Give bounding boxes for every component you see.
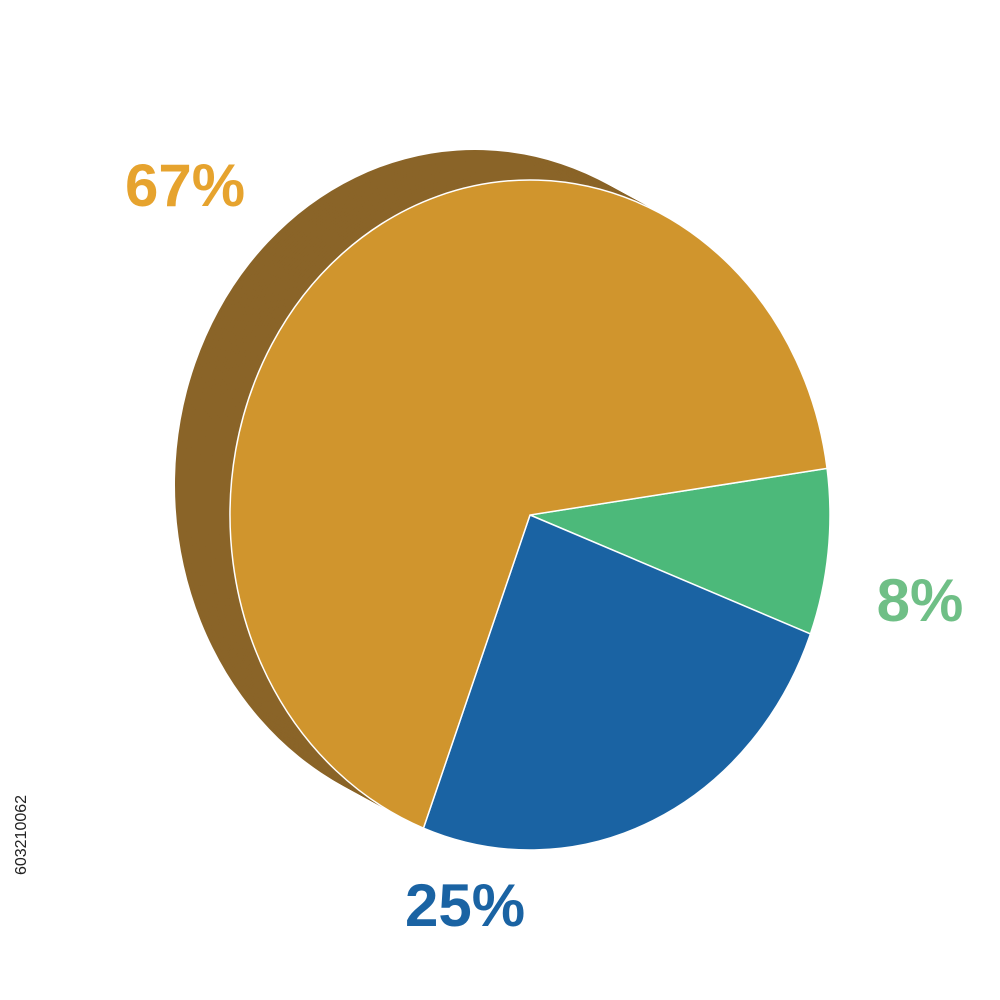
pie-face (229, 179, 831, 851)
image-id: 603210062 (13, 795, 30, 875)
data-label: 25% (405, 872, 525, 939)
data-label: 67% (125, 152, 245, 219)
slice (527, 467, 831, 635)
slice (422, 513, 812, 851)
slice (229, 179, 828, 830)
data-label: 8% (877, 567, 964, 634)
